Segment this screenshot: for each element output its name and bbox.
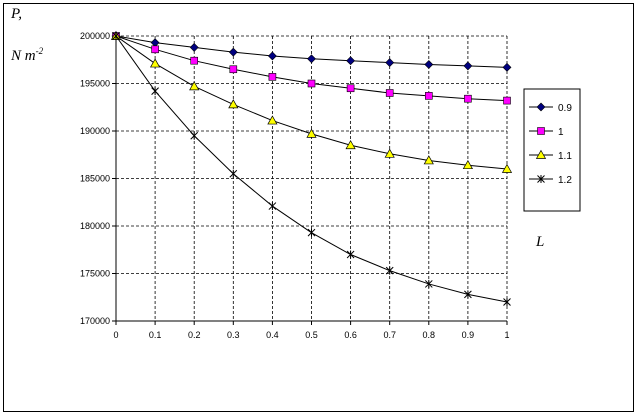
data-point-marker	[306, 128, 317, 138]
data-point-marker	[346, 56, 356, 66]
x-tick-label: 0.7	[383, 330, 396, 340]
legend-item: 1.2	[529, 175, 572, 186]
data-point-marker	[424, 60, 434, 69]
y-tick-label: 180000	[80, 221, 110, 231]
legend-label: 1.1	[558, 151, 572, 162]
data-point-marker	[464, 94, 472, 103]
legend-item: 0.9	[529, 102, 572, 114]
y-tick-label: 200000	[80, 31, 110, 41]
data-point-marker	[424, 279, 433, 288]
data-point-marker	[385, 266, 394, 275]
data-point-marker	[424, 92, 433, 100]
axes	[112, 35, 508, 325]
y-axis-unit-label: N m-2	[10, 46, 44, 64]
data-point-marker	[229, 169, 238, 178]
data-point-marker	[346, 250, 355, 259]
x-tick-label: 0.5	[305, 330, 318, 340]
y-axis-unit-exponent: -2	[36, 46, 44, 56]
data-point-marker	[267, 51, 277, 61]
data-point-marker	[307, 54, 316, 64]
x-tick-label: 0.1	[149, 330, 162, 340]
y-tick-label: 185000	[80, 174, 110, 184]
data-point-marker	[268, 202, 277, 211]
data-point-marker	[267, 115, 278, 125]
data-point-marker	[151, 45, 159, 54]
x-tick-label: 0.4	[266, 330, 279, 340]
data-point-marker	[503, 298, 511, 306]
legend-label: 1.2	[558, 175, 572, 186]
legend-swatch-marker	[537, 175, 545, 183]
y-tick-label: 175000	[80, 269, 110, 279]
legend-swatch-marker	[536, 102, 546, 112]
x-tick-label: 0.8	[423, 330, 436, 340]
data-point-marker	[228, 47, 238, 57]
x-tick-label: 0.2	[188, 330, 201, 340]
data-point-marker	[150, 58, 161, 68]
data-point-marker	[150, 38, 160, 48]
data-point-marker	[190, 56, 198, 65]
y-axis-unit: N m	[10, 48, 36, 64]
data-point-marker	[463, 61, 473, 71]
y-tick-label: 170000	[80, 316, 110, 326]
data-point-marker	[112, 32, 120, 40]
data-point-marker	[190, 131, 199, 140]
chart-frame	[3, 3, 634, 412]
x-tick-label: 0.9	[462, 330, 475, 340]
data-point-marker	[229, 65, 238, 74]
x-tick-label: 0.3	[227, 330, 240, 340]
legend: 0.9 1 1.1 1.2	[529, 102, 572, 186]
legend-box	[523, 88, 581, 212]
data-point-marker	[462, 159, 473, 170]
data-point-marker	[385, 89, 394, 97]
data-point-marker	[464, 290, 472, 299]
data-point-marker	[503, 96, 511, 105]
data-point-marker	[268, 73, 277, 81]
x-axis-label: L	[535, 234, 544, 250]
y-axis-label: P,	[10, 6, 22, 22]
data-point-marker	[385, 58, 395, 68]
legend-label: 0.9	[558, 103, 572, 114]
data-point-marker	[501, 163, 513, 173]
x-tick-label: 0.6	[344, 330, 357, 340]
data-point-marker	[189, 81, 200, 91]
data-point-marker	[502, 62, 512, 72]
y-tick-label: 190000	[80, 126, 110, 136]
tick-labels: 0 0.1 0.2 0.3 0.4 0.5 0.6 0.7 0.8 0.9 1 170000 17500…	[80, 31, 510, 340]
data-point-marker	[307, 228, 316, 237]
x-tick-label: 1	[504, 330, 509, 340]
legend-item: 1	[529, 127, 564, 138]
series-group	[110, 30, 513, 306]
data-point-marker	[307, 79, 316, 88]
data-point-marker	[346, 84, 355, 93]
series-1-2	[112, 32, 511, 306]
x-tick-label: 0	[113, 330, 118, 340]
legend-swatch-marker	[537, 127, 545, 135]
data-point-marker	[228, 99, 239, 109]
grid-lines	[116, 35, 508, 321]
legend-swatch-marker	[535, 149, 547, 159]
legend-label: 1	[558, 127, 564, 138]
data-point-marker	[151, 87, 159, 96]
data-point-marker	[384, 148, 395, 158]
data-point-marker	[345, 140, 356, 150]
data-point-marker	[189, 42, 199, 52]
y-tick-label: 195000	[80, 79, 110, 89]
legend-item: 1.1	[529, 149, 572, 162]
data-point-marker	[423, 155, 434, 165]
